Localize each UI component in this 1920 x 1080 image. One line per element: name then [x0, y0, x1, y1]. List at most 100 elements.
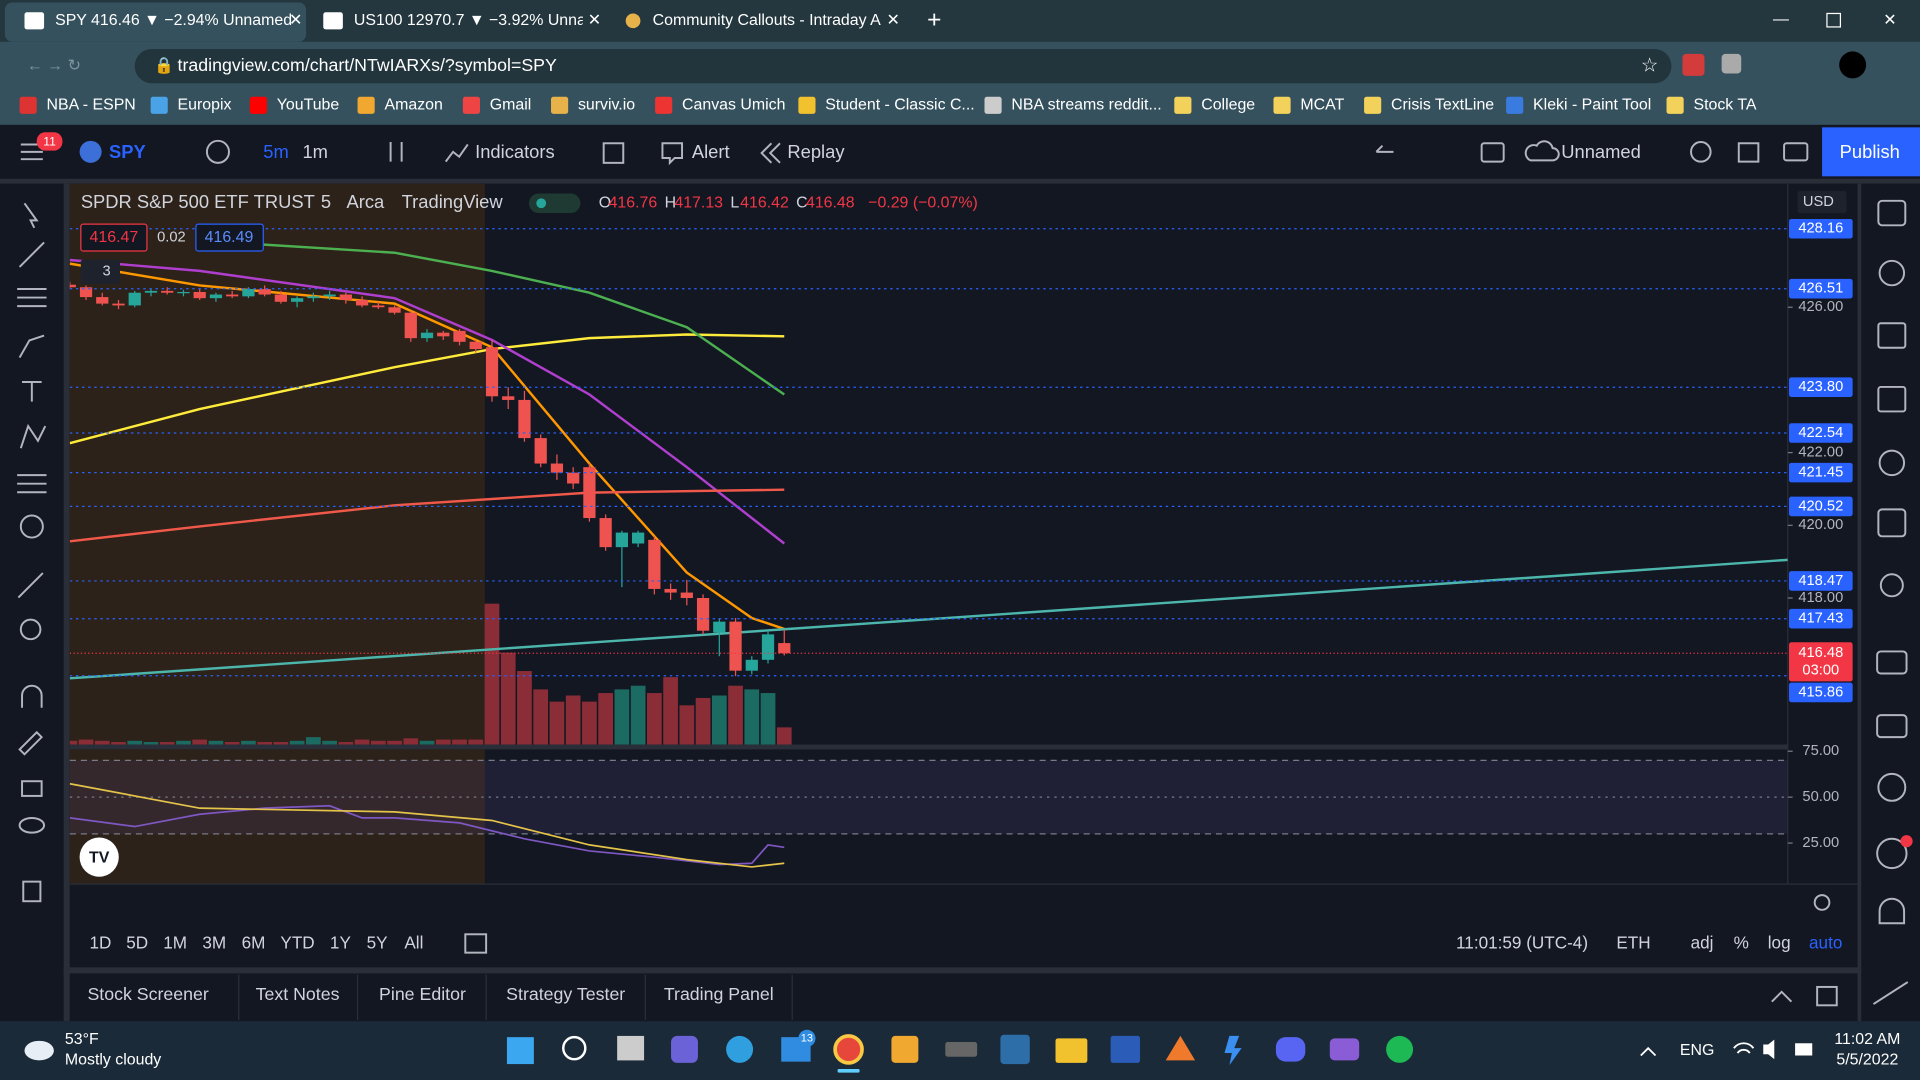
- app[interactable]: [1000, 1034, 1030, 1065]
- lock-tool[interactable]: [21, 780, 43, 797]
- layout-icon[interactable]: [1480, 142, 1505, 163]
- clock-time[interactable]: 11:02 AM: [1834, 1031, 1900, 1048]
- range-button[interactable]: 1Y: [330, 933, 352, 953]
- watchlist[interactable]: [1877, 199, 1907, 227]
- alerts[interactable]: [1878, 259, 1906, 287]
- star[interactable]: ☆: [1641, 54, 1659, 76]
- language[interactable]: ENG: [1680, 1042, 1714, 1059]
- bookmark[interactable]: surviv.io: [578, 97, 635, 114]
- chats[interactable]: [1876, 650, 1908, 675]
- collapse-button[interactable]: [80, 259, 120, 285]
- tab-close[interactable]: ✕: [887, 12, 900, 29]
- ideas[interactable]: [1879, 573, 1904, 598]
- bid[interactable]: 416.47: [90, 229, 139, 246]
- scale-option[interactable]: log: [1768, 933, 1791, 953]
- alert[interactable]: Alert: [692, 141, 730, 162]
- range-button[interactable]: 6M: [242, 933, 266, 953]
- bookmark[interactable]: Amazon: [384, 97, 442, 114]
- bookmark[interactable]: MCAT: [1300, 97, 1344, 114]
- store[interactable]: [891, 1035, 919, 1063]
- tab-close[interactable]: ✕: [588, 12, 601, 29]
- chrome[interactable]: [833, 1034, 864, 1065]
- maximize-panel[interactable]: [1816, 985, 1838, 1007]
- start[interactable]: [506, 1037, 534, 1065]
- zoom-tool[interactable]: [19, 618, 42, 641]
- symbol-title[interactable]: SPDR S&P 500 ETF TRUST: [81, 191, 315, 212]
- discord[interactable]: [1275, 1037, 1306, 1062]
- magnet-tool[interactable]: [21, 684, 43, 708]
- session[interactable]: ETH: [1616, 933, 1650, 953]
- bookmark[interactable]: Stock TA: [1693, 97, 1756, 114]
- publish-button[interactable]: [1822, 127, 1920, 177]
- interval[interactable]: 1m: [302, 141, 328, 162]
- new-tab[interactable]: +: [927, 6, 941, 33]
- close[interactable]: ✕: [1883, 12, 1896, 29]
- remove-tool[interactable]: [22, 880, 42, 903]
- app[interactable]: [1329, 1038, 1360, 1061]
- sell-box[interactable]: [80, 223, 148, 252]
- hotlists[interactable]: [1878, 449, 1906, 477]
- nav-back[interactable]: ← → ↻: [27, 57, 81, 74]
- maximize[interactable]: [1826, 12, 1842, 28]
- currency-button[interactable]: [1797, 191, 1847, 214]
- templates[interactable]: [602, 142, 625, 164]
- profile[interactable]: [1839, 51, 1867, 79]
- url[interactable]: tradingview.com/chart/NTwIARXs/?symbol=S…: [178, 55, 557, 75]
- extension[interactable]: [1682, 53, 1705, 76]
- tab-active[interactable]: [4, 2, 307, 42]
- bookmark[interactable]: Gmail: [490, 97, 532, 114]
- tab-close[interactable]: ✕: [289, 12, 302, 29]
- chart-type[interactable]: [389, 142, 403, 162]
- currency[interactable]: USD: [1803, 194, 1834, 210]
- clock-date[interactable]: 5/5/2022: [1836, 1052, 1898, 1069]
- hide-tool[interactable]: [18, 816, 46, 834]
- range-button[interactable]: 5Y: [367, 933, 389, 953]
- symbol[interactable]: SPY: [109, 141, 146, 162]
- minimize[interactable]: —: [1773, 11, 1789, 28]
- expand[interactable]: [1771, 990, 1793, 1003]
- wifi[interactable]: [1733, 1042, 1755, 1054]
- bell[interactable]: [1878, 897, 1906, 925]
- tab-title[interactable]: US100 12970.7 ▼ −3.92% Unnam: [354, 12, 599, 29]
- bookmark[interactable]: NBA streams reddit...: [1011, 97, 1161, 114]
- tray-chevron[interactable]: [1640, 1046, 1657, 1057]
- explorer[interactable]: [1055, 1038, 1088, 1063]
- trendline-tool[interactable]: [18, 241, 45, 268]
- settings[interactable]: [1690, 141, 1712, 163]
- word[interactable]: [1110, 1035, 1140, 1063]
- forecast-tool[interactable]: [17, 474, 47, 494]
- bookmark[interactable]: Canvas Umich: [682, 97, 785, 114]
- tab-title[interactable]: Community Callouts - Intraday A: [653, 12, 881, 29]
- live[interactable]: [1876, 837, 1908, 870]
- pattern-tool[interactable]: [19, 423, 47, 449]
- indicators[interactable]: Indicators: [475, 141, 555, 162]
- range-button[interactable]: 3M: [202, 933, 226, 953]
- tab-title[interactable]: SPY 416.46 ▼ −2.94% Unnamed: [55, 12, 292, 29]
- fullscreen[interactable]: [1737, 142, 1760, 163]
- layout-name[interactable]: Unnamed: [1561, 141, 1641, 162]
- fib-tool[interactable]: [17, 288, 47, 308]
- panel-tab[interactable]: Pine Editor: [379, 984, 466, 1004]
- range-button[interactable]: All: [404, 933, 423, 953]
- compare[interactable]: [205, 139, 230, 164]
- notifications[interactable]: [1877, 772, 1907, 802]
- data-window[interactable]: [1877, 385, 1907, 413]
- bookmark[interactable]: Europix: [178, 97, 232, 114]
- news[interactable]: [1877, 322, 1907, 349]
- matlab[interactable]: [1165, 1035, 1196, 1061]
- extension[interactable]: [1721, 53, 1742, 74]
- app[interactable]: [1224, 1035, 1242, 1066]
- panel-tab[interactable]: Stock Screener: [87, 984, 208, 1004]
- bookmark[interactable]: Student - Classic C...: [825, 97, 974, 114]
- panel-tab[interactable]: Trading Panel: [664, 984, 774, 1004]
- spotify[interactable]: [1386, 1035, 1414, 1063]
- goto-date[interactable]: [464, 933, 488, 954]
- calendar[interactable]: [1877, 508, 1907, 538]
- bookmark[interactable]: NBA - ESPN: [47, 97, 136, 114]
- replay[interactable]: Replay: [787, 141, 845, 162]
- range-button[interactable]: 5D: [126, 933, 148, 953]
- interval[interactable]: 5m: [263, 141, 289, 162]
- scale-option[interactable]: %: [1734, 933, 1749, 953]
- battery[interactable]: [1795, 1043, 1813, 1056]
- icon-tool[interactable]: [19, 514, 44, 539]
